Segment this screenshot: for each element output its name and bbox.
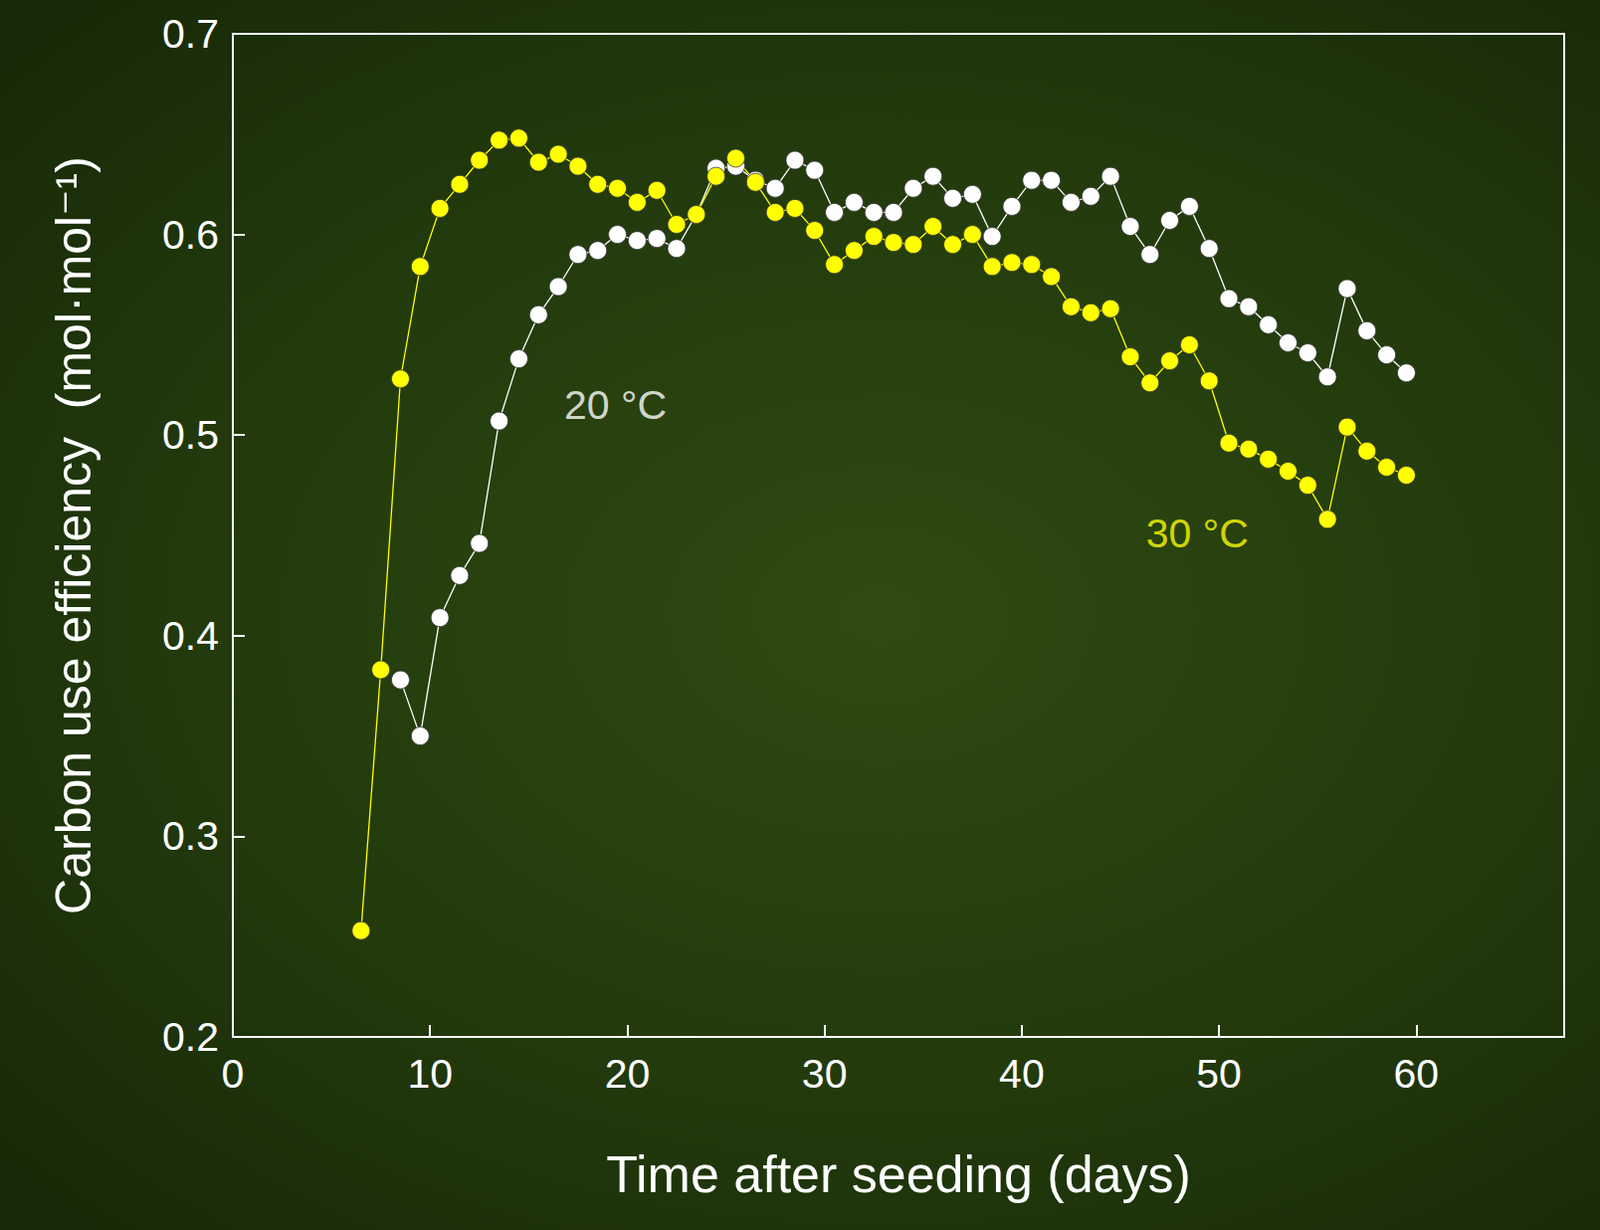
svg-text:Carbon use efficiency (mol·mo: Carbon use efficiency (mol·mol⁻¹)	[45, 156, 102, 915]
svg-text:0.7: 0.7	[162, 10, 219, 57]
svg-text:40: 40	[999, 1050, 1045, 1097]
svg-text:20 °C: 20 °C	[564, 382, 667, 428]
svg-text:0.4: 0.4	[162, 612, 219, 659]
svg-text:0.2: 0.2	[162, 1013, 219, 1060]
svg-text:30: 30	[801, 1050, 848, 1097]
svg-text:10: 10	[406, 1050, 453, 1097]
svg-text:0.3: 0.3	[162, 812, 219, 859]
svg-text:20: 20	[604, 1050, 651, 1097]
svg-text:0: 0	[221, 1050, 245, 1097]
svg-text:0.6: 0.6	[162, 211, 219, 258]
svg-text:50: 50	[1196, 1050, 1242, 1097]
svg-text:60: 60	[1394, 1050, 1440, 1097]
svg-text:Time after seeding (days): Time after seeding (days)	[605, 1145, 1192, 1203]
svg-text:0.5: 0.5	[162, 411, 219, 458]
svg-text:30 °C: 30 °C	[1146, 510, 1249, 557]
